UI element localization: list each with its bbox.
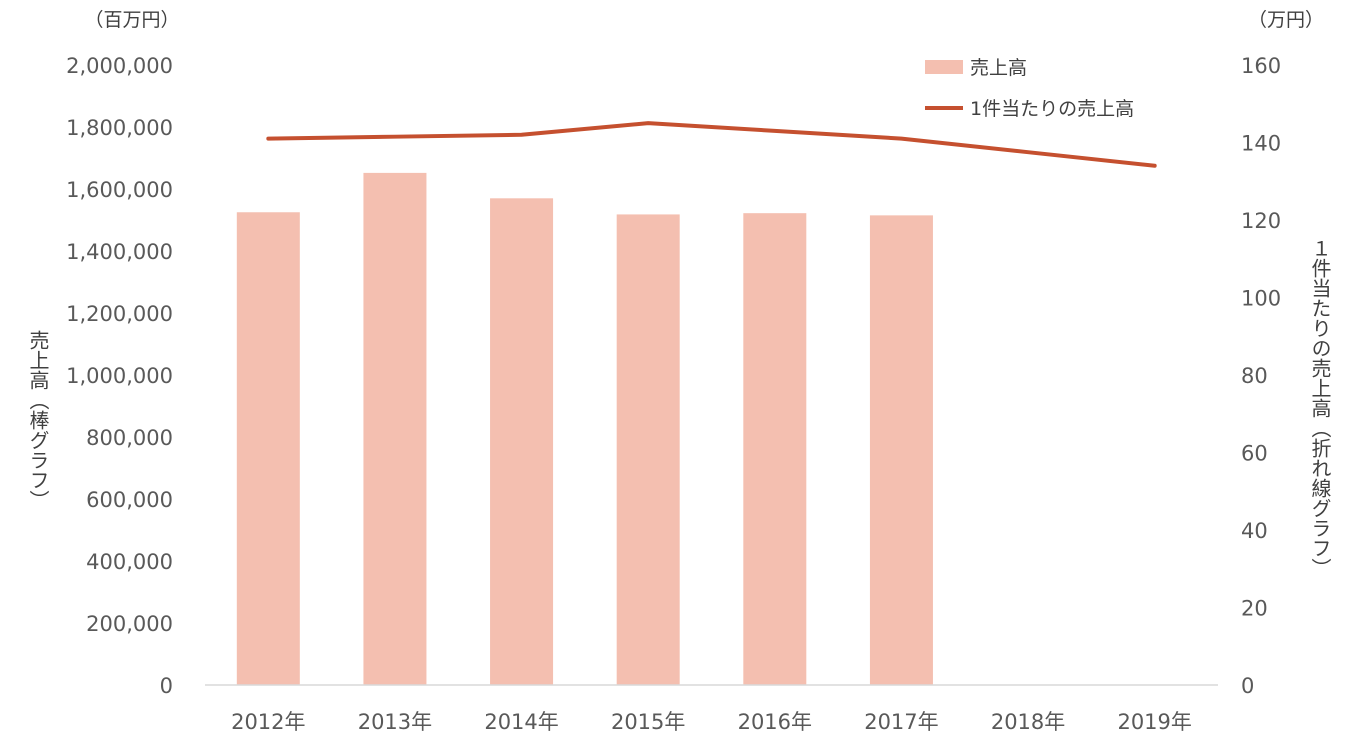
left-tick-label: 1,600,000 — [66, 178, 173, 202]
right-tick-label: 40 — [1241, 519, 1268, 543]
x-tick-label: 2014年 — [484, 710, 558, 734]
right-tick-label: 160 — [1241, 54, 1281, 78]
legend-label-line: 1件当たりの売上高 — [970, 98, 1134, 120]
right-axis-ticks: 0 20 40 60 80 100 120 140 160 — [1241, 54, 1281, 698]
bar — [236, 212, 300, 685]
x-tick-label: 2017年 — [864, 710, 938, 734]
x-tick-label: 2019年 — [1117, 710, 1191, 734]
bar — [490, 198, 554, 686]
x-tick-label: 2016年 — [738, 710, 812, 734]
x-tick-label: 2012年 — [231, 710, 305, 734]
right-tick-label: 80 — [1241, 364, 1268, 388]
right-tick-label: 120 — [1241, 209, 1281, 233]
legend: 売上高 1件当たりの売上高 — [925, 57, 1134, 120]
left-tick-label: 2,000,000 — [66, 54, 173, 78]
left-tick-label: 1,800,000 — [66, 116, 173, 140]
left-axis-unit: （百万円） — [84, 9, 179, 31]
right-tick-label: 0 — [1241, 674, 1254, 698]
series-line — [266, 121, 1157, 168]
bar — [743, 213, 807, 685]
x-axis-ticks: 2012年 2013年 2014年 2015年 2016年 2017年 2018年 2019年 — [231, 710, 1192, 734]
right-tick-label: 100 — [1241, 287, 1281, 311]
left-tick-label: 800,000 — [86, 426, 173, 450]
left-axis-ticks: 0 200,000 400,000 600,000 800,000 1,000,000 1,… — [66, 54, 173, 698]
right-axis-unit: （万円） — [1248, 9, 1324, 31]
legend-label-bar: 売上高 — [970, 57, 1027, 79]
bar — [363, 172, 427, 685]
right-axis-title: １件当たりの売上高（折れ線グラフ） — [1308, 238, 1332, 578]
bar — [616, 214, 680, 686]
left-tick-label: 1,400,000 — [66, 240, 173, 264]
bar — [869, 215, 933, 685]
right-tick-label: 60 — [1241, 442, 1268, 466]
left-tick-label: 600,000 — [86, 488, 173, 512]
bar-series — [236, 172, 933, 686]
x-tick-label: 2015年 — [611, 710, 685, 734]
line-series — [266, 121, 1157, 168]
x-tick-label: 2018年 — [991, 710, 1065, 734]
left-tick-label: 200,000 — [86, 612, 173, 636]
left-tick-label: 1,200,000 — [66, 302, 173, 326]
left-tick-label: 400,000 — [86, 550, 173, 574]
right-tick-label: 20 — [1241, 597, 1268, 621]
x-tick-label: 2013年 — [358, 710, 432, 734]
legend-swatch-bar — [925, 60, 963, 74]
right-tick-label: 140 — [1241, 132, 1281, 156]
left-axis-title: 売上高（棒グラフ） — [26, 330, 50, 510]
left-tick-label: 1,000,000 — [66, 364, 173, 388]
left-tick-label: 0 — [160, 674, 173, 698]
